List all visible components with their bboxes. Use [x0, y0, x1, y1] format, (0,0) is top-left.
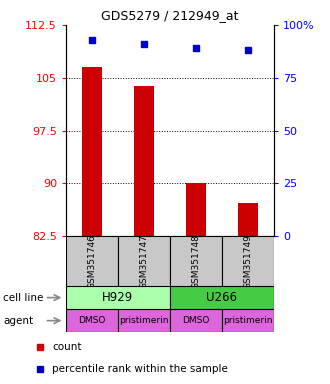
- Text: GSM351749: GSM351749: [244, 234, 252, 288]
- Bar: [222, 309, 274, 332]
- Bar: [185, 184, 206, 236]
- Text: GSM351746: GSM351746: [87, 234, 96, 288]
- Bar: [118, 236, 170, 286]
- Bar: [170, 309, 222, 332]
- Bar: [118, 309, 170, 332]
- Text: count: count: [52, 342, 82, 352]
- Bar: [66, 309, 118, 332]
- Text: DMSO: DMSO: [182, 316, 210, 325]
- Bar: [66, 236, 118, 286]
- Bar: [134, 86, 154, 236]
- Text: H929: H929: [102, 291, 134, 304]
- Bar: [222, 236, 274, 286]
- Text: GSM351748: GSM351748: [191, 234, 200, 288]
- Text: U266: U266: [207, 291, 237, 304]
- Text: DMSO: DMSO: [78, 316, 106, 325]
- Bar: [66, 286, 170, 309]
- Bar: [170, 236, 222, 286]
- Text: GSM351747: GSM351747: [140, 234, 148, 288]
- Bar: [170, 286, 274, 309]
- Title: GDS5279 / 212949_at: GDS5279 / 212949_at: [101, 9, 239, 22]
- Text: pristimerin: pristimerin: [119, 316, 169, 325]
- Text: agent: agent: [3, 316, 33, 326]
- Text: percentile rank within the sample: percentile rank within the sample: [52, 364, 228, 374]
- Text: cell line: cell line: [3, 293, 44, 303]
- Bar: [238, 203, 258, 236]
- Bar: [82, 67, 102, 236]
- Text: pristimerin: pristimerin: [223, 316, 273, 325]
